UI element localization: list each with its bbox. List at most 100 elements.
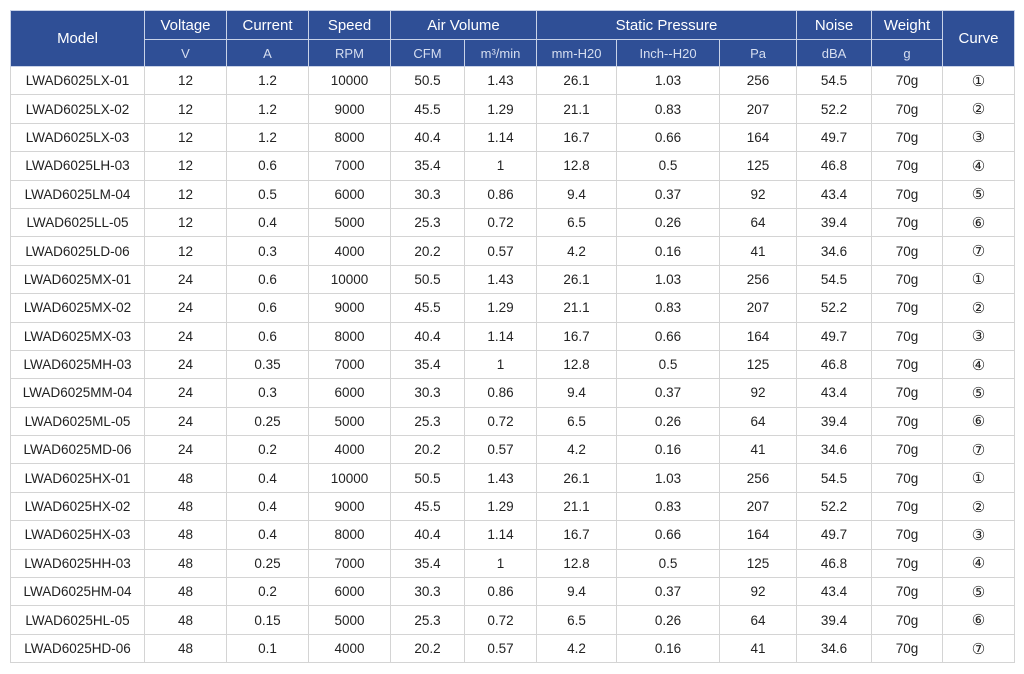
noise-cell: 43.4 bbox=[796, 577, 873, 607]
curve-cell: ③ bbox=[942, 321, 1016, 351]
cfm-cell: 35.4 bbox=[390, 548, 465, 579]
mm-h2o-cell: 26.1 bbox=[536, 65, 618, 96]
header-air-volume: Air Volume bbox=[389, 10, 538, 40]
table-row: LWAD6025LX-01 12 1.2 10000 50.5 1.43 26.1 1.03 2… bbox=[10, 65, 1016, 96]
m3-per-min-cell: 0.57 bbox=[463, 236, 538, 266]
weight-cell: 70g bbox=[871, 605, 944, 635]
m3-per-min-cell: 1.29 bbox=[463, 491, 538, 522]
inch-h2o-cell: 0.5 bbox=[616, 548, 721, 579]
table-row: LWAD6025LM-04 12 0.5 6000 30.3 0.86 9.4 0.37 92 4… bbox=[10, 179, 1016, 209]
noise-cell: 54.5 bbox=[796, 463, 873, 493]
speed-cell: 5000 bbox=[308, 605, 391, 635]
noise-cell: 52.2 bbox=[796, 491, 873, 522]
table-row: LWAD6025HX-03 48 0.4 8000 40.4 1.14 16.7 0.66 16… bbox=[10, 520, 1016, 550]
model-cell: LWAD6025MX-01 bbox=[10, 264, 145, 295]
m3-per-min-cell: 0.72 bbox=[463, 605, 538, 635]
weight-cell: 70g bbox=[871, 264, 944, 295]
mm-h2o-cell: 4.2 bbox=[536, 435, 618, 465]
speed-cell: 7000 bbox=[308, 548, 391, 579]
model-cell: LWAD6025MX-03 bbox=[10, 321, 145, 351]
curve-cell: ⑥ bbox=[942, 605, 1016, 635]
cfm-cell: 35.4 bbox=[390, 349, 465, 380]
model-cell: LWAD6025HM-04 bbox=[10, 577, 145, 607]
mm-h2o-cell: 6.5 bbox=[536, 605, 618, 635]
voltage-cell: 48 bbox=[144, 577, 227, 607]
model-cell: LWAD6025HL-05 bbox=[10, 605, 145, 635]
voltage-cell: 12 bbox=[144, 122, 227, 153]
curve-cell: ② bbox=[942, 491, 1016, 522]
mm-h2o-cell: 26.1 bbox=[536, 463, 618, 493]
voltage-cell: 24 bbox=[144, 378, 227, 408]
noise-cell: 34.6 bbox=[796, 236, 873, 266]
unit-voltage: V bbox=[144, 39, 227, 67]
curve-cell: ④ bbox=[942, 349, 1016, 380]
header-noise: Noise bbox=[796, 10, 873, 40]
curve-cell: ① bbox=[942, 463, 1016, 493]
cfm-cell: 50.5 bbox=[390, 264, 465, 295]
mm-h2o-cell: 12.8 bbox=[536, 548, 618, 579]
cfm-cell: 45.5 bbox=[390, 94, 465, 124]
fan-spec-table: Model Voltage Current Speed Air Volume S… bbox=[10, 10, 1016, 664]
noise-cell: 43.4 bbox=[796, 378, 873, 408]
voltage-cell: 48 bbox=[144, 633, 227, 664]
voltage-cell: 12 bbox=[144, 94, 227, 124]
current-cell: 0.4 bbox=[226, 520, 309, 550]
header-current: Current bbox=[226, 10, 309, 40]
table-row: LWAD6025HL-05 48 0.15 5000 25.3 0.72 6.5 0.26 64… bbox=[10, 605, 1016, 635]
speed-cell: 8000 bbox=[308, 520, 391, 550]
speed-cell: 5000 bbox=[308, 207, 391, 238]
model-cell: LWAD6025MD-06 bbox=[10, 435, 145, 465]
speed-cell: 10000 bbox=[308, 65, 391, 96]
noise-cell: 54.5 bbox=[796, 65, 873, 96]
m3-per-min-cell: 1.43 bbox=[463, 463, 538, 493]
m3-per-min-cell: 0.57 bbox=[463, 435, 538, 465]
current-cell: 1.2 bbox=[226, 94, 309, 124]
current-cell: 0.3 bbox=[226, 378, 309, 408]
header-voltage: Voltage bbox=[144, 10, 227, 40]
m3-per-min-cell: 0.86 bbox=[463, 577, 538, 607]
model-cell: LWAD6025HX-03 bbox=[10, 520, 145, 550]
header-model: Model bbox=[10, 10, 145, 67]
table-row: LWAD6025MH-03 24 0.35 7000 35.4 1 12.8 0.5 125 46… bbox=[10, 349, 1016, 380]
noise-cell: 52.2 bbox=[796, 293, 873, 323]
pa-cell: 92 bbox=[719, 179, 798, 209]
curve-cell: ⑥ bbox=[942, 207, 1016, 238]
speed-cell: 10000 bbox=[308, 463, 391, 493]
curve-cell: ② bbox=[942, 94, 1016, 124]
current-cell: 1.2 bbox=[226, 65, 309, 96]
m3-per-min-cell: 0.86 bbox=[463, 179, 538, 209]
unit-speed: RPM bbox=[308, 39, 391, 67]
m3-per-min-cell: 1.14 bbox=[463, 122, 538, 153]
weight-cell: 70g bbox=[871, 179, 944, 209]
mm-h2o-cell: 9.4 bbox=[536, 179, 618, 209]
pa-cell: 207 bbox=[719, 94, 798, 124]
inch-h2o-cell: 0.26 bbox=[616, 605, 721, 635]
voltage-cell: 24 bbox=[144, 293, 227, 323]
mm-h2o-cell: 16.7 bbox=[536, 122, 618, 153]
cfm-cell: 25.3 bbox=[390, 207, 465, 238]
curve-cell: ② bbox=[942, 293, 1016, 323]
model-cell: LWAD6025HX-02 bbox=[10, 491, 145, 522]
cfm-cell: 20.2 bbox=[390, 236, 465, 266]
cfm-cell: 45.5 bbox=[390, 293, 465, 323]
current-cell: 0.5 bbox=[226, 179, 309, 209]
header-weight: Weight bbox=[871, 10, 944, 40]
table-row: LWAD6025HD-06 48 0.1 4000 20.2 0.57 4.2 0.16 41 3… bbox=[10, 633, 1016, 664]
inch-h2o-cell: 0.83 bbox=[616, 293, 721, 323]
weight-cell: 70g bbox=[871, 463, 944, 493]
pa-cell: 64 bbox=[719, 406, 798, 437]
voltage-cell: 48 bbox=[144, 520, 227, 550]
weight-cell: 70g bbox=[871, 520, 944, 550]
m3-per-min-cell: 1 bbox=[463, 349, 538, 380]
voltage-cell: 12 bbox=[144, 179, 227, 209]
pa-cell: 164 bbox=[719, 321, 798, 351]
cfm-cell: 20.2 bbox=[390, 633, 465, 664]
weight-cell: 70g bbox=[871, 207, 944, 238]
mm-h2o-cell: 9.4 bbox=[536, 378, 618, 408]
table-row: LWAD6025MD-06 24 0.2 4000 20.2 0.57 4.2 0.16 41 3… bbox=[10, 435, 1016, 465]
weight-cell: 70g bbox=[871, 548, 944, 579]
current-cell: 0.3 bbox=[226, 236, 309, 266]
voltage-cell: 12 bbox=[144, 151, 227, 181]
table-row: LWAD6025MX-03 24 0.6 8000 40.4 1.14 16.7 0.66 16… bbox=[10, 321, 1016, 351]
table-body: LWAD6025LX-01 12 1.2 10000 50.5 1.43 26.1 1.03 2… bbox=[10, 65, 1016, 664]
